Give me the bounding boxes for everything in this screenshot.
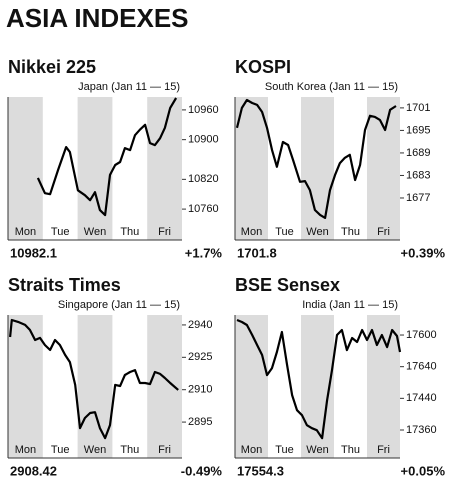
day-label: Wen (84, 444, 106, 456)
day-label: Thu (341, 444, 360, 456)
y-tick-label: 2940 (188, 319, 212, 331)
y-tick-label: 10820 (188, 173, 219, 185)
change-value: +0.39% (401, 245, 446, 260)
day-label: Fri (158, 444, 171, 456)
chart-subtitle: South Korea (Jan 11 — 15) (265, 81, 398, 93)
chart-title: Nikkei 225 (8, 57, 96, 77)
y-tick-label: 2895 (188, 416, 212, 428)
day-band (367, 97, 400, 240)
close-value: 2908.42 (10, 463, 57, 478)
day-label: Wen (306, 444, 328, 456)
close-value: 10982.1 (10, 245, 57, 260)
index-line (36, 97, 178, 217)
day-label: Tue (275, 444, 294, 456)
y-tick-label: 17640 (406, 361, 437, 373)
change-value: -0.49% (181, 463, 223, 478)
day-band (235, 97, 268, 240)
chart-subtitle: Singapore (Jan 11 — 15) (58, 299, 180, 311)
y-tick-label: 1689 (406, 147, 430, 159)
chart-title: KOSPI (235, 57, 291, 77)
day-label: Fri (158, 226, 171, 238)
y-tick-label: 1701 (406, 102, 430, 114)
day-label: Mon (15, 444, 36, 456)
page-title: ASIA INDEXES (6, 3, 189, 33)
index-line (236, 318, 402, 440)
y-tick-label: 2910 (188, 384, 212, 396)
y-tick-label: 17440 (406, 392, 437, 404)
index-line (9, 318, 179, 440)
day-label: Wen (84, 226, 106, 238)
day-label: Mon (15, 226, 36, 238)
change-value: +1.7% (185, 245, 223, 260)
y-tick-label: 17360 (406, 424, 437, 436)
day-label: Tue (51, 226, 70, 238)
day-band (301, 97, 334, 240)
day-band (8, 97, 43, 240)
day-band (147, 97, 182, 240)
y-tick-label: 10960 (188, 104, 219, 116)
day-label: Wen (306, 226, 328, 238)
y-tick-label: 1683 (406, 169, 430, 181)
y-tick-label: 10760 (188, 203, 219, 215)
y-tick-label: 10900 (188, 134, 219, 146)
day-label: Tue (275, 226, 294, 238)
day-label: Thu (120, 226, 139, 238)
day-label: Fri (377, 444, 390, 456)
chart-subtitle: Japan (Jan 11 — 15) (78, 81, 180, 93)
change-value: +0.05% (401, 463, 446, 478)
y-tick-label: 2925 (188, 351, 212, 363)
index-line (235, 98, 397, 219)
chart-title: Straits Times (8, 275, 121, 295)
day-band (8, 315, 43, 458)
day-label: Thu (120, 444, 139, 456)
y-tick-label: 1695 (406, 124, 430, 136)
day-label: Mon (241, 444, 262, 456)
chart-subtitle: India (Jan 11 — 15) (302, 299, 398, 311)
day-band (77, 315, 113, 458)
day-label: Mon (241, 226, 262, 238)
chart-title: BSE Sensex (235, 275, 340, 295)
y-tick-label: 17600 (406, 329, 437, 341)
day-band (235, 315, 268, 458)
day-label: Fri (377, 226, 390, 238)
day-band (147, 315, 182, 458)
day-label: Thu (341, 226, 360, 238)
day-label: Tue (51, 444, 70, 456)
day-band (77, 97, 113, 240)
y-tick-label: 1677 (406, 192, 430, 204)
close-value: 1701.8 (237, 245, 277, 260)
close-value: 17554.3 (237, 463, 284, 478)
